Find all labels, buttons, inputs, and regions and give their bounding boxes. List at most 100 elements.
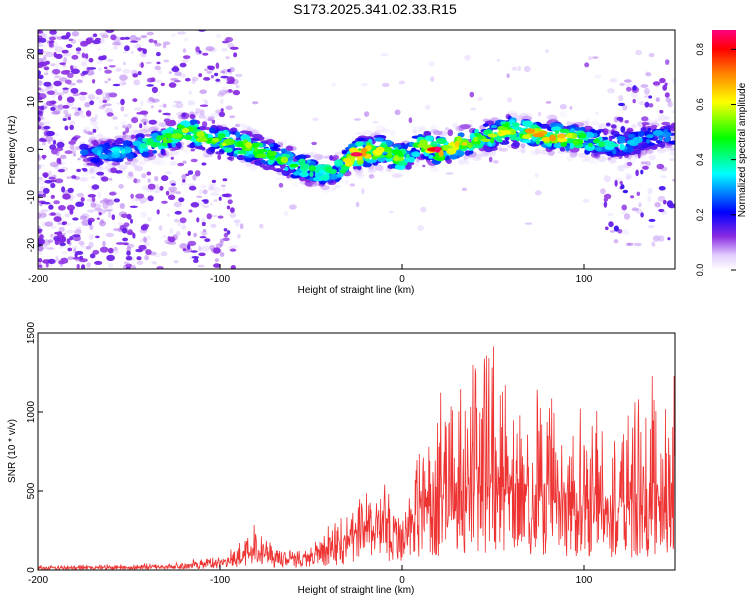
- spectrogram-cell: [115, 170, 123, 174]
- spectrogram-cell: [188, 90, 193, 95]
- spectrogram-cell: [163, 59, 170, 63]
- spectrogram-cell: [227, 89, 233, 93]
- spectrogram-cell: [524, 128, 536, 134]
- spectrogram-cell: [661, 121, 671, 126]
- spectrogram-cell: [181, 148, 193, 154]
- spectrogram-cell: [67, 247, 73, 252]
- spectrogram-cell: [88, 241, 94, 248]
- spectrogram-cell: [165, 190, 170, 196]
- spectrogram-cell: [96, 217, 100, 220]
- spectrogram-cell: [71, 246, 78, 249]
- spectrogram-cell: [618, 139, 626, 144]
- spectrogram-cell: [655, 139, 663, 144]
- spectrogram-cell: [217, 133, 226, 139]
- spectrogram-cell: [401, 144, 409, 150]
- spectrogram-cell: [70, 68, 80, 75]
- spectrogram-cell: [69, 208, 74, 215]
- spectrogram-cell: [393, 155, 400, 162]
- spectrogram-cell: [417, 143, 426, 148]
- spectrogram-cell: [199, 104, 209, 107]
- spectrogram-cell: [60, 35, 70, 40]
- spectrogram-cell: [283, 210, 289, 216]
- spectrogram-cell: [185, 173, 190, 177]
- spectrogram-cell: [80, 197, 85, 202]
- spectrogram-cell: [669, 157, 675, 162]
- spectrogram-cell: [196, 131, 205, 138]
- spectrogram-cell: [154, 65, 161, 71]
- spectrogram-cell: [89, 253, 96, 259]
- spectrogram-cell: [628, 242, 634, 246]
- spectrogram-cell: [375, 164, 384, 171]
- spectrogram-cell: [534, 173, 539, 178]
- spectrogram-cell: [135, 193, 145, 199]
- spectrogram-cell: [392, 173, 403, 178]
- spectrogram-cell: [122, 61, 126, 66]
- spectrogram-cell: [663, 200, 667, 205]
- spectrogram-cell: [635, 169, 639, 177]
- spectrogram-cell: [348, 143, 357, 149]
- spectrogram-cell: [212, 137, 220, 143]
- spectrogram-cell: [38, 264, 43, 268]
- spectrogram-cell: [148, 152, 154, 157]
- spectrogram-cell: [468, 119, 474, 125]
- spectrogram-cell: [71, 54, 79, 60]
- spectrogram-cell: [209, 147, 215, 153]
- spectrogram-cell: [459, 124, 471, 130]
- spectrogram-y-label: Frequency (Hz): [7, 116, 18, 185]
- spectrogram-cell: [67, 187, 74, 193]
- colorbar-tick-label: 0.0: [695, 264, 705, 277]
- spectrogram-cell: [92, 128, 97, 133]
- spectrogram-cell: [175, 191, 182, 195]
- spectrogram-cell: [425, 104, 431, 110]
- spectrogram-cell: [130, 134, 136, 140]
- spectrogram-cell: [662, 84, 668, 91]
- spectrogram-cell: [169, 150, 180, 156]
- spectrogram-cell: [156, 266, 164, 269]
- spectrogram-cell: [91, 184, 100, 190]
- spectrogram-cell: [603, 197, 608, 202]
- spectrogram-cell: [603, 201, 608, 208]
- spectrogram-cell: [38, 57, 44, 63]
- spectrogram-cell: [633, 149, 642, 155]
- spectrogram-cell: [204, 154, 213, 158]
- spectrogram-cell: [85, 245, 92, 250]
- spectrogram-cell: [119, 74, 128, 81]
- spectrogram-cell: [207, 65, 215, 71]
- spectrogram-cell: [97, 47, 101, 51]
- spectrogram-cell: [470, 107, 477, 111]
- spectrogram-cell: [64, 125, 69, 131]
- spectrogram-cell: [412, 152, 420, 158]
- spectrogram-cell: [140, 224, 148, 231]
- spectrogram-cell: [38, 164, 41, 170]
- spectrogram-cell: [156, 51, 161, 57]
- spectrogram-cell: [38, 194, 44, 197]
- spectrogram-cell: [250, 137, 260, 142]
- spectrogram-cell: [39, 137, 46, 142]
- spectrogram-cell: [608, 221, 614, 228]
- spectrogram-cell: [656, 143, 664, 148]
- spectrogram-cell: [140, 100, 144, 107]
- spectrogram-cell: [638, 130, 645, 138]
- spectrogram-cell: [640, 212, 644, 218]
- spectrogram-cell: [199, 236, 207, 239]
- spectrogram-cell: [45, 135, 54, 142]
- spectrogram-cell: [613, 239, 619, 244]
- spectrogram-cell: [454, 140, 460, 148]
- spectrogram-cell: [646, 139, 651, 144]
- spectrogram-cell: [554, 130, 560, 135]
- spectrogram-cell: [81, 70, 88, 75]
- spectrogram-cell: [123, 113, 128, 117]
- spectrogram-cell: [49, 144, 57, 150]
- spectrogram-cell: [154, 79, 163, 83]
- spectrogram-cell: [600, 188, 606, 195]
- spectrogram-cell: [624, 83, 632, 88]
- spectrogram-cell: [187, 170, 194, 175]
- spectrogram-cell: [201, 221, 206, 227]
- spectrogram-cell: [198, 252, 206, 257]
- spectrogram-cell: [75, 250, 84, 255]
- spectrogram-cell: [121, 121, 127, 126]
- spectrogram-cell: [252, 101, 259, 105]
- spectrogram-cell: [584, 62, 590, 68]
- spectrogram-cell: [158, 68, 162, 75]
- spectrogram-cell: [42, 193, 46, 198]
